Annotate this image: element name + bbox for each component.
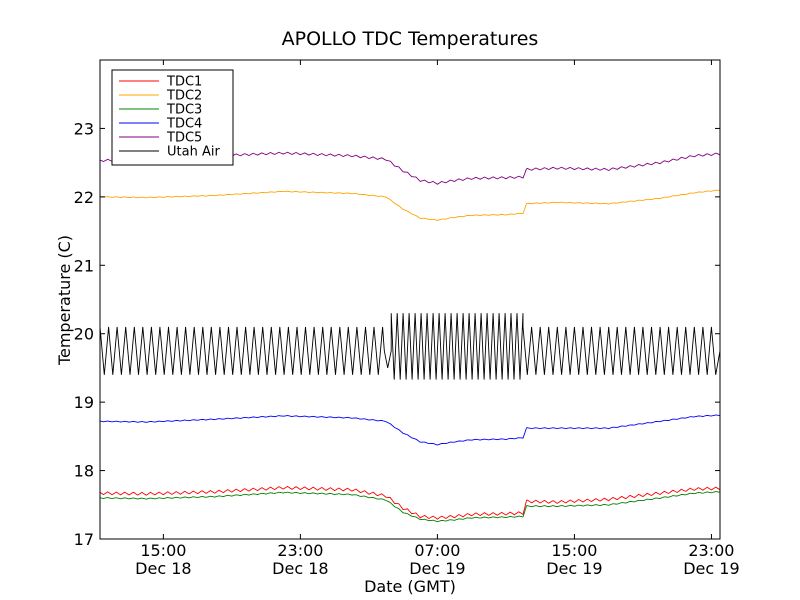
legend-label-utah-air: Utah Air xyxy=(167,145,220,160)
x-tick-label-date: Dec 19 xyxy=(683,559,739,578)
series-line-tdc1 xyxy=(100,485,720,520)
x-tick-label-time: 07:00 xyxy=(414,541,460,560)
series-line-utah-air xyxy=(100,313,720,380)
x-tick-label-time: 15:00 xyxy=(551,541,597,560)
legend-label-tdc1: TDC1 xyxy=(166,75,202,90)
y-tick-label: 23 xyxy=(74,119,94,138)
chart-title: APOLLO TDC Temperatures xyxy=(282,28,539,50)
x-tick-label-time: 23:00 xyxy=(277,541,323,560)
x-tick-label-date: Dec 19 xyxy=(546,559,602,578)
x-tick-label-time: 23:00 xyxy=(688,541,734,560)
y-tick-label: 17 xyxy=(74,530,94,549)
series-line-tdc4 xyxy=(100,414,720,446)
plot-area xyxy=(100,151,720,523)
y-tick-label: 21 xyxy=(74,256,94,275)
axes-frame xyxy=(99,59,721,540)
legend-label-tdc2: TDC2 xyxy=(166,89,202,104)
y-axis-label: Temperature (C) xyxy=(55,235,74,366)
x-tick-label-date: Dec 18 xyxy=(135,559,191,578)
y-tick-label: 19 xyxy=(74,393,94,412)
legend-label-tdc4: TDC4 xyxy=(166,117,202,132)
x-tick-label-time: 15:00 xyxy=(140,541,186,560)
y-tick-label: 22 xyxy=(74,188,94,207)
x-axis-label: Date (GMT) xyxy=(364,577,456,596)
y-tick-label: 20 xyxy=(74,325,94,344)
series-line-tdc3 xyxy=(100,491,720,523)
x-tick-label-date: Dec 18 xyxy=(272,559,328,578)
x-tick-label-date: Dec 19 xyxy=(409,559,465,578)
legend-label-tdc5: TDC5 xyxy=(166,131,202,146)
series-line-tdc2 xyxy=(100,189,720,221)
y-tick-label: 18 xyxy=(74,462,94,481)
legend-box xyxy=(111,69,234,166)
legend-label-tdc3: TDC3 xyxy=(166,103,202,118)
